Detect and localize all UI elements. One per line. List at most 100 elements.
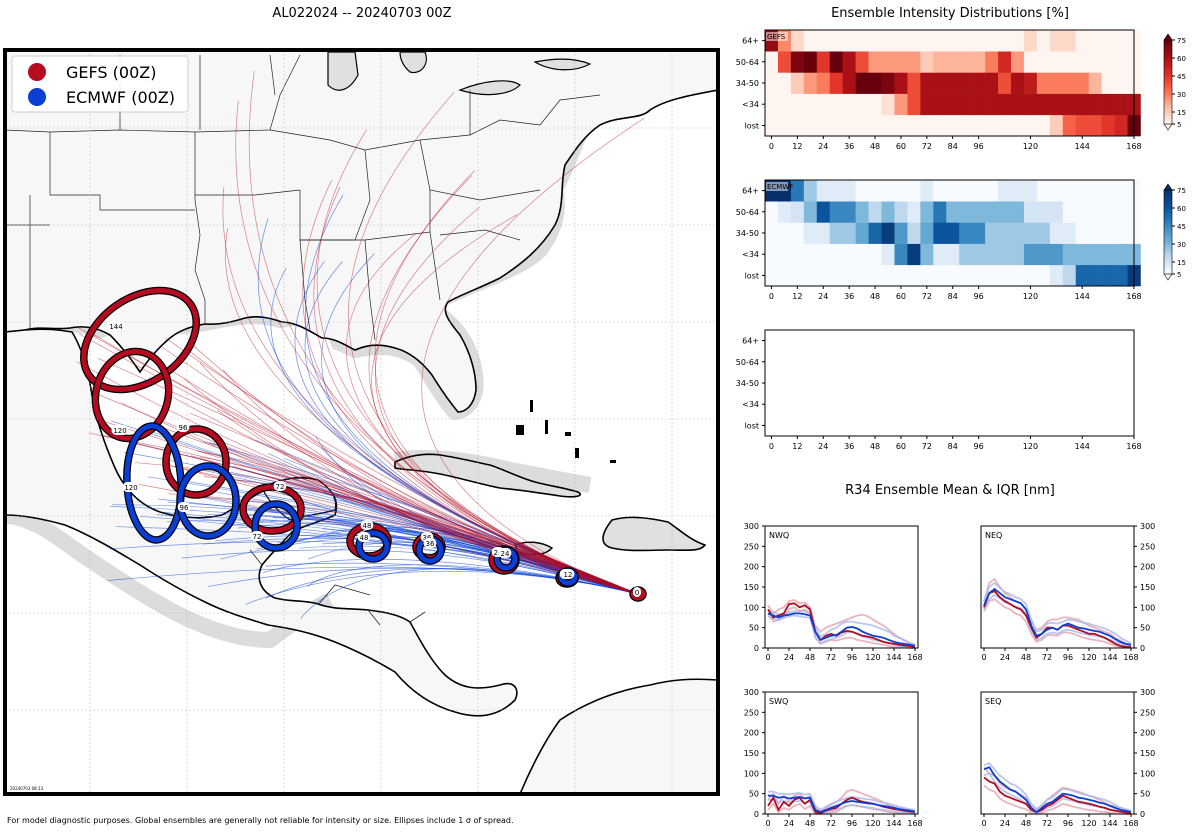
ellipse-label-bg [111,425,129,435]
heatmap-xtick-label: 24 [818,292,828,301]
heatmap-xtick-label: 72 [922,442,932,451]
heatmap-cell [855,222,869,244]
r34-series-line [983,776,1132,814]
heatmap-empty: lost <34 34-50 50-64 64+ 0 12 24 36 48 60 72 84 96 120… [736,329,1142,451]
heatmap-cell [1075,51,1089,73]
colorbar-frame [1163,39,1173,125]
colorbar-segment [1164,243,1172,247]
heatmap-cell [881,243,895,266]
heatmap-cell [1023,51,1038,73]
colorbar-tick-label: 15 [1177,259,1186,267]
heatmap-cell [894,201,908,223]
heatmap-cell [1011,51,1025,73]
r34-ytick-label: 200 [744,563,759,572]
r34-series-line [983,581,1132,644]
colorbar-tick-label: 30 [1177,241,1186,249]
ellipse-label: 144 [109,323,123,331]
r34-title: R34 Ensemble Mean & IQR [nm] [845,483,1055,498]
heatmap-cell [1036,201,1051,223]
colorbar-segment [1164,248,1172,252]
heatmap-cell [1062,243,1077,266]
land-south-america [519,678,718,794]
land-cuba [394,453,582,498]
r34-xtick-label: 144 [1102,819,1117,828]
heatmap-cell [1114,243,1128,266]
heatmap-cell [881,93,895,116]
colorbar-segment [1164,220,1172,224]
heatmap-cell [842,201,856,223]
heatmap-cell [829,30,843,52]
heatmap-row-label: <34 [742,250,759,259]
ellipse-96 [163,426,229,498]
heatmap-cell [842,72,856,94]
heatmap-cell [920,264,934,287]
heatmap-cell [959,222,973,244]
heatmap-cell [1114,201,1128,223]
heatmap-cell [1049,243,1064,266]
heatmap-cell [946,264,960,287]
heatmap-cell [1114,222,1128,244]
heatmap-cell [1075,243,1089,266]
r34-ytick-label: 300 [1140,688,1155,697]
heatmap-xtick-label: 24 [818,442,828,451]
colorbar-segment [1164,115,1172,119]
heatmap-cell [803,30,818,52]
heatmap-cell [816,30,831,52]
r34-ytick-label: 100 [744,769,759,778]
heatmap-cell [868,264,882,287]
r34-xtick-label: 48 [1021,819,1031,828]
heatmap-cell [985,222,999,244]
heatmap-xtick-label: 0 [769,292,774,301]
ellipse-label: 24 [494,549,503,557]
heatmap-cell [972,264,986,287]
heatmap-cell [998,51,1012,73]
heatmap-cell [894,222,908,244]
heatmap-cell [1101,114,1115,137]
heatmap-cell [894,93,908,116]
heatmap-cell [881,114,895,137]
colorbar-extend-top [1163,33,1173,41]
r34-series-line [768,794,916,813]
ellipse-label-bg [273,481,287,491]
r34-ytick-label: 250 [744,542,759,551]
heatmap-cell [907,30,921,52]
heatmap-cell [1036,264,1051,287]
heatmap-cell [1114,114,1128,137]
heatmap-cell [1011,72,1025,94]
heatmap-cell [1049,201,1064,223]
heatmap-xtick-label: 168 [1126,142,1141,151]
heatmap-cell [829,243,843,266]
heatmap-xtick-label: 168 [1126,292,1141,301]
heatmap-cell [765,93,779,116]
r34-ytick-label: 150 [1140,749,1155,758]
colorbar-segment [1164,195,1172,199]
heatmap-cell [1049,51,1064,73]
ellipse-label: 0 [635,589,639,597]
ellipse-label-bg [561,569,575,579]
heatmap-cell [816,264,831,287]
r34-panel-neq: NEQ 0 50 100 150 200 250 300 0 24 48 72 96 120 144 168 [980,522,1155,662]
heatmap-cell [959,180,973,202]
heatmap-cell [907,72,921,94]
heatmap-cell [972,51,986,73]
heatmap-cell [1011,222,1025,244]
heatmap-cell [855,180,869,202]
heatmap-gefs: lost <34 34-50 50-64 64+ 0 12 24 36 48 60 72 84 96 120… [736,29,1186,151]
colorbar-segment [1164,232,1172,236]
heatmap-cell [816,243,831,266]
heatmap-cell [972,93,986,116]
colorbar-segment [1164,84,1172,88]
heatmap-cell [1101,93,1115,116]
legend-ecmwf-marker [28,88,46,106]
r34-xtick-label: 24 [1000,653,1010,662]
heatmap-cell [1049,30,1064,52]
heatmap-cell [998,180,1012,202]
ellipse-label: 36 [426,540,435,548]
ellipse-label: 72 [253,533,262,541]
heatmap-cell [1036,30,1051,52]
heatmap-cell [959,72,973,94]
heatmap-cell [959,30,973,52]
track-line [346,233,639,595]
heatmap-cell [985,30,999,52]
heatmap-cell [1049,72,1064,94]
